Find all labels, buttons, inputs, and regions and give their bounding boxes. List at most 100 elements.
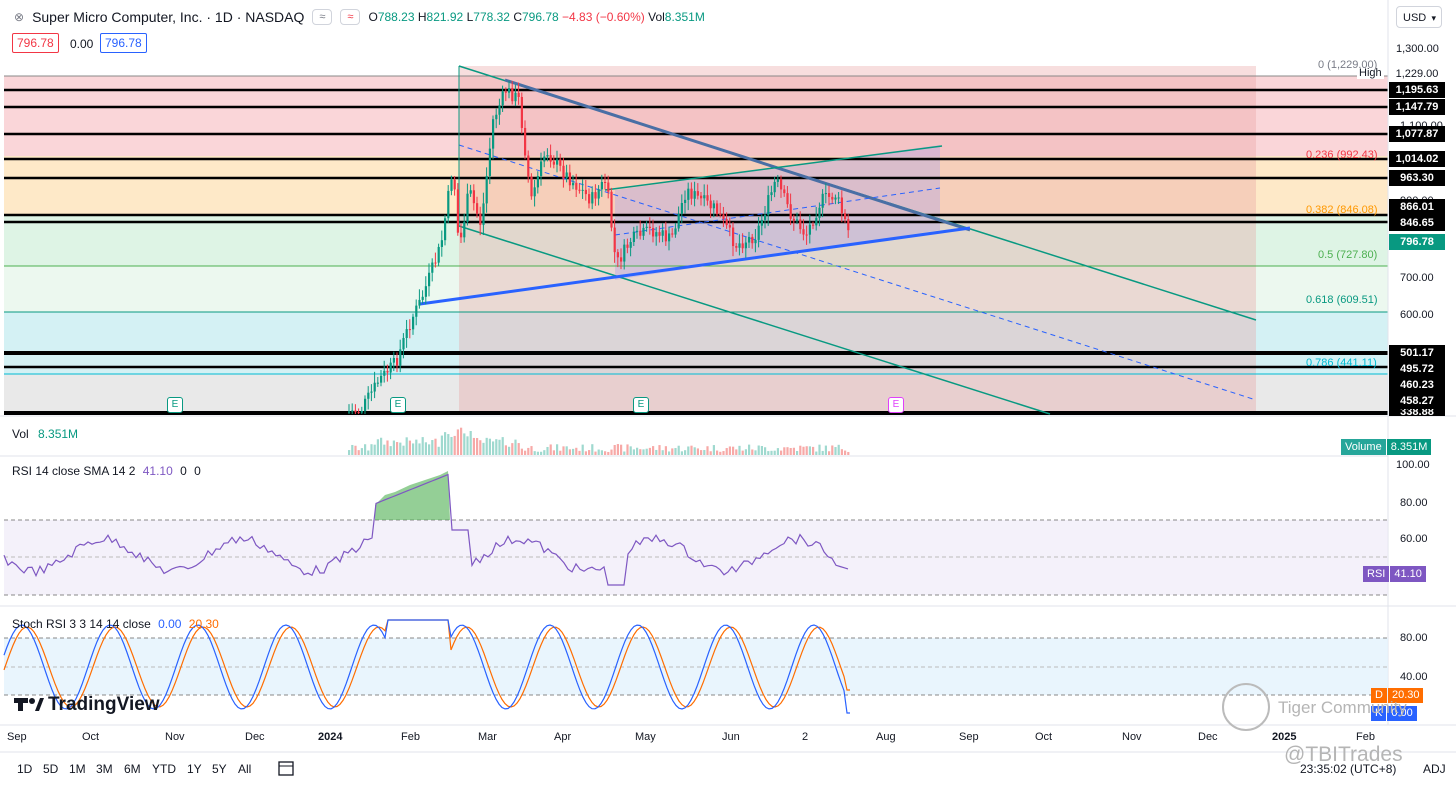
volume-bar	[645, 448, 648, 455]
timeframe-1d[interactable]: 1D	[17, 762, 33, 776]
volume-bar	[591, 444, 594, 455]
price-axis-label: 1,300.00	[1396, 43, 1439, 55]
candle-body	[623, 244, 626, 262]
tradingview-logo: TradingView	[48, 694, 160, 715]
volume-bar	[735, 449, 738, 455]
price-tag: 1,077.87	[1389, 126, 1445, 142]
change-indicator-button[interactable]: ≈	[340, 9, 361, 25]
price-tag: 1,014.02	[1389, 151, 1445, 167]
earnings-marker[interactable]: E	[167, 397, 183, 413]
candle-body	[648, 226, 651, 228]
timeframe-all[interactable]: All	[238, 762, 252, 776]
ask-price-box[interactable]: 796.78	[100, 33, 147, 53]
channel-lower[interactable]	[458, 225, 1051, 415]
adj-toggle[interactable]: ADJ	[1423, 762, 1446, 776]
candle-body	[351, 410, 354, 412]
volume-bar	[549, 444, 552, 455]
rsi-overbought-fill	[375, 471, 450, 520]
volume-bar	[520, 448, 523, 455]
candle-body	[424, 286, 427, 297]
interval-toggle-button[interactable]: ≈	[312, 9, 333, 25]
volume-bar	[693, 447, 696, 455]
candle-body	[552, 161, 555, 165]
volume-bar	[764, 447, 767, 455]
candle-body	[520, 96, 523, 128]
volume-bar	[690, 445, 693, 455]
candle-body	[712, 203, 715, 209]
candle-body	[437, 246, 440, 263]
clock[interactable]: 23:35:02 (UTC+8)	[1300, 762, 1397, 776]
candle-body	[824, 193, 827, 195]
rsi-line[interactable]	[3, 473, 849, 586]
volume-bar	[671, 448, 674, 455]
volume-bar	[636, 447, 639, 455]
volume-bar	[376, 439, 379, 455]
timeframe-5y[interactable]: 5Y	[212, 762, 227, 776]
timeframe-1y[interactable]: 1Y	[187, 762, 202, 776]
stoch-k-line[interactable]	[3, 619, 850, 714]
candle-body	[367, 392, 370, 399]
candle-body	[802, 229, 805, 235]
candle-body	[524, 127, 527, 156]
candlestick-series[interactable]	[348, 80, 850, 414]
rsi-level: 80.00	[1400, 497, 1428, 509]
candle-body	[578, 189, 581, 191]
time-axis-label: Sep	[959, 731, 979, 743]
candle-body	[796, 219, 799, 221]
volume-bar	[405, 437, 408, 455]
candle-body	[376, 382, 379, 384]
candle-body	[428, 272, 431, 287]
volume-bar	[412, 443, 415, 455]
timeframe-5d[interactable]: 5D	[43, 762, 59, 776]
volume-bar	[796, 451, 799, 455]
candle-body	[732, 227, 735, 247]
time-axis-label: Mar	[478, 731, 497, 743]
symbol-title[interactable]: Super Micro Computer, Inc. · 1D · NASDAQ	[32, 9, 305, 25]
volume-bar	[600, 450, 603, 455]
candle-body	[684, 199, 687, 204]
candle-body	[831, 196, 834, 200]
timeframe-ytd[interactable]: YTD	[152, 762, 176, 776]
candle-body	[636, 230, 639, 232]
price-tag: 866.01	[1389, 199, 1445, 215]
time-axis-label: Feb	[1356, 731, 1375, 743]
volume-bar	[527, 447, 530, 455]
earnings-marker[interactable]: E	[390, 397, 406, 413]
earnings-marker[interactable]: E	[633, 397, 649, 413]
currency-selector[interactable]: USD ▾	[1396, 6, 1442, 28]
volume-bar	[485, 437, 488, 455]
candle-body	[668, 233, 671, 242]
candle-body	[770, 192, 773, 196]
price-tag: 963.30	[1389, 170, 1445, 186]
timeframe-1m[interactable]: 1M	[69, 762, 86, 776]
volume-bar	[578, 450, 581, 455]
volume-bar	[402, 445, 405, 455]
volume-bar	[466, 436, 469, 455]
triangle-lower-trendline[interactable]	[419, 226, 971, 306]
bid-price-box[interactable]: 796.78	[12, 33, 59, 53]
time-axis-label: Oct	[82, 731, 100, 743]
triangle-upper-trendline[interactable]	[504, 78, 971, 232]
wedge-upper[interactable]	[604, 145, 943, 191]
candle-body	[488, 148, 491, 176]
candle-body	[700, 195, 703, 199]
volume-bar	[696, 448, 699, 455]
volume-bar	[354, 445, 357, 455]
time-axis-label: Dec	[1198, 731, 1218, 743]
candle-body	[664, 230, 667, 242]
candle-body	[607, 182, 610, 192]
volume-bar	[607, 451, 610, 455]
volume-bar	[706, 446, 709, 455]
earnings-marker-upcoming[interactable]: E	[888, 397, 904, 413]
current-price-tag: 796.78	[1389, 234, 1445, 250]
calendar-icon[interactable]	[278, 761, 294, 776]
volume-bar	[684, 450, 687, 455]
timeframe-3m[interactable]: 3M	[96, 762, 113, 776]
volume-bar	[840, 449, 843, 455]
candle-body	[584, 189, 587, 195]
timeframe-6m[interactable]: 6M	[124, 762, 141, 776]
volume-bar	[658, 445, 661, 455]
candle-body	[620, 257, 623, 262]
horizontal-levels[interactable]	[4, 88, 1388, 415]
